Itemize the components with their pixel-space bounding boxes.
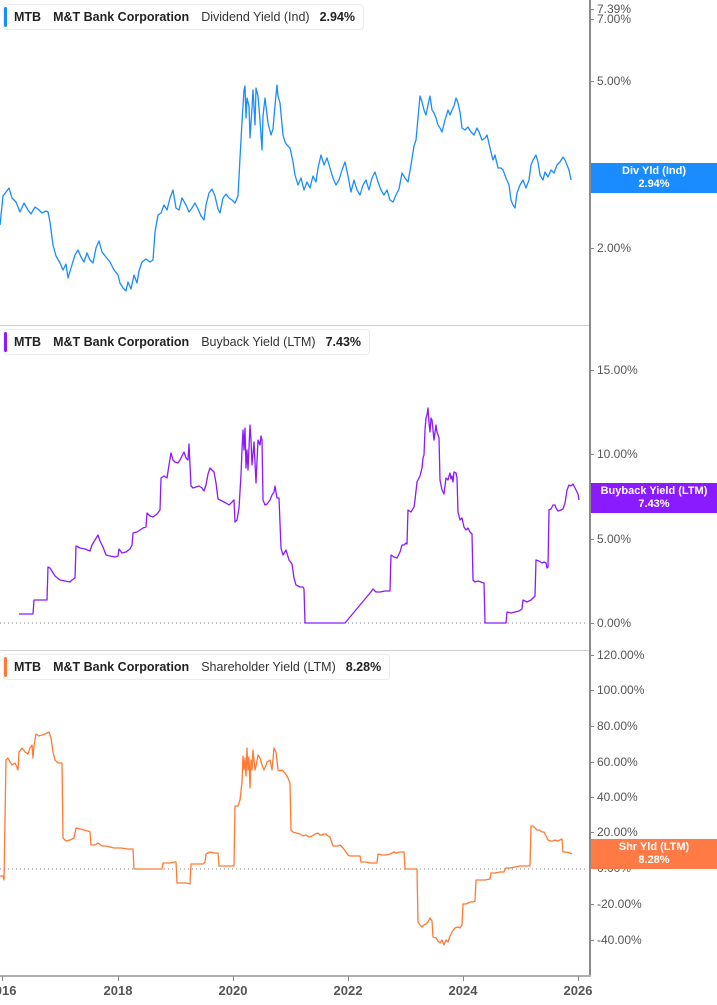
pane-separator <box>0 650 590 651</box>
dividend-yield-line <box>0 84 572 292</box>
legend-shareholder-yield[interactable]: MTB M&T Bank Corporation Shareholder Yie… <box>3 654 391 680</box>
y-tick-label: 20.00% <box>591 825 638 839</box>
x-tick-label: 2026 <box>563 983 593 998</box>
legend-value: 8.28% <box>345 660 382 674</box>
legend-ticker: MTB <box>14 335 42 349</box>
legend-ticker: MTB <box>14 10 42 24</box>
series-color-swatch <box>4 332 7 352</box>
series-color-swatch <box>4 657 7 677</box>
y-tick-label: 100.00% <box>590 683 645 697</box>
y-tick-label: 7.39% <box>590 2 632 16</box>
flag-label: Shr Yld (LTM) <box>618 841 690 853</box>
value-flag-buyback-yield: Buyback Yield (LTM) 7.43% <box>591 483 717 513</box>
legend-buyback-yield[interactable]: MTB M&T Bank Corporation Buyback Yield (… <box>3 329 371 355</box>
flag-value: 7.43% <box>638 498 670 510</box>
flag-value: 2.94% <box>638 178 670 190</box>
flag-label: Div Yld (Ind) <box>622 165 686 177</box>
flag-label: Buyback Yield (LTM) <box>600 485 708 497</box>
legend-metric: Buyback Yield (LTM) <box>201 335 316 349</box>
y-tick-label: 0.00% <box>590 616 632 630</box>
x-tick-mark <box>348 976 349 981</box>
pane-separator <box>0 325 590 326</box>
buyback-yield-line <box>19 407 580 624</box>
x-tick-mark <box>463 976 464 981</box>
legend-metric: Dividend Yield (Ind) <box>201 10 310 24</box>
y-tick-label: -20.00% <box>591 897 642 911</box>
flag-value: 8.28% <box>638 854 670 866</box>
x-tick-mark <box>233 976 234 981</box>
legend-value: 7.43% <box>325 335 362 349</box>
y-tick-label: -40.00% <box>591 933 642 947</box>
shareholder-yield-line <box>0 731 573 946</box>
y-tick-label: 15.00% <box>591 363 638 377</box>
value-flag-dividend-yield: Div Yld (Ind) 2.94% <box>591 163 717 193</box>
y-tick-label: 60.00% <box>591 755 638 769</box>
y-tick-label: 120.00% <box>590 648 645 662</box>
y-tick-label: 40.00% <box>591 790 638 804</box>
legend-value: 2.94% <box>319 10 356 24</box>
x-tick-mark <box>118 976 119 981</box>
y-tick-label: 5.00% <box>590 532 632 546</box>
y-tick-label: 5.00% <box>590 74 632 88</box>
value-flag-shareholder-yield: Shr Yld (LTM) 8.28% <box>591 839 717 869</box>
y-tick-label: 80.00% <box>591 719 638 733</box>
x-tick-label: 2016 <box>0 983 17 998</box>
legend-company: M&T Bank Corporation <box>53 660 190 674</box>
y-axis-line <box>589 0 591 976</box>
series-color-swatch <box>4 7 7 27</box>
legend-company: M&T Bank Corporation <box>53 10 190 24</box>
x-tick-mark <box>578 976 579 981</box>
legend-company: M&T Bank Corporation <box>53 335 190 349</box>
legend-dividend-yield[interactable]: MTB M&T Bank Corporation Dividend Yield … <box>3 4 365 30</box>
x-tick-label: 2022 <box>333 983 363 998</box>
x-tick-label: 2024 <box>448 983 478 998</box>
x-tick-mark <box>2 976 3 981</box>
y-tick-label: 7.00% <box>590 12 632 26</box>
y-tick-label: 10.00% <box>591 447 638 461</box>
y-tick-label: 2.00% <box>590 241 632 255</box>
x-tick-label: 2020 <box>218 983 248 998</box>
x-axis-line <box>0 975 591 977</box>
x-tick-label: 2018 <box>103 983 133 998</box>
chart-plot-area <box>0 84 588 946</box>
legend-metric: Shareholder Yield (LTM) <box>201 660 336 674</box>
legend-ticker: MTB <box>14 660 42 674</box>
